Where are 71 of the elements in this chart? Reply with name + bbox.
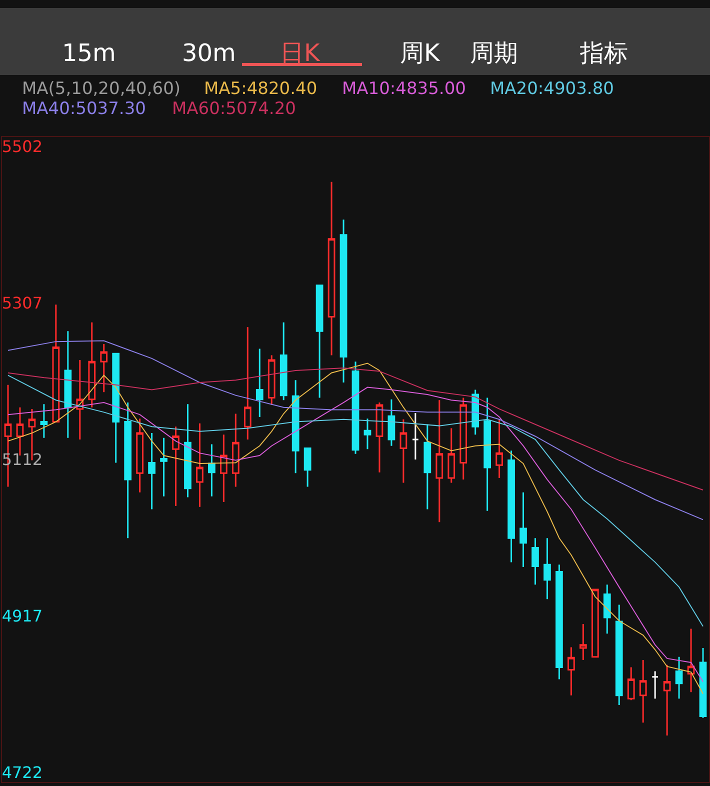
candlestick xyxy=(112,352,120,464)
candlestick xyxy=(316,284,324,398)
candlestick xyxy=(615,604,623,706)
y-tick-label: 5307 xyxy=(2,294,43,313)
candlestick xyxy=(328,181,336,356)
candlestick xyxy=(424,423,432,510)
text: MA5:4820.40 xyxy=(204,79,318,99)
candlestick xyxy=(40,403,48,439)
candlestick xyxy=(388,398,396,447)
text: MA60:5074.20 xyxy=(172,99,296,119)
candlestick xyxy=(136,418,144,494)
candlestick xyxy=(220,434,228,503)
candlestick xyxy=(568,646,575,696)
candlestick xyxy=(400,418,408,484)
candlestick xyxy=(579,623,587,661)
candlestick xyxy=(627,666,635,701)
text: 周K xyxy=(400,39,441,67)
text: 指标 xyxy=(579,39,628,67)
candlestick xyxy=(100,343,108,393)
candlestick xyxy=(172,426,180,507)
legend-title: MA(5,10,20,40,60) xyxy=(22,79,181,99)
candlestick xyxy=(591,588,599,658)
candlestick xyxy=(160,437,168,498)
candlestick xyxy=(436,399,444,523)
candlestick xyxy=(64,330,72,439)
candlestick xyxy=(364,418,372,450)
candlestick xyxy=(651,670,659,700)
candlestick xyxy=(280,322,288,401)
candlestick xyxy=(304,448,312,488)
candlestick xyxy=(88,322,96,408)
candlestick xyxy=(232,413,240,488)
candlestick xyxy=(268,354,276,406)
text: MA40:5037.30 xyxy=(22,99,146,119)
candlestick xyxy=(208,444,216,498)
y-tick-label: 4722 xyxy=(2,762,43,782)
y-tick-label: 5502 xyxy=(2,137,43,156)
candlestick xyxy=(484,396,491,512)
candlestick xyxy=(556,564,563,680)
candlestick xyxy=(544,537,551,600)
text: 15m xyxy=(62,39,116,67)
candlestick xyxy=(687,628,695,693)
candlestick xyxy=(460,396,468,480)
candlestick xyxy=(496,418,503,479)
candlestick xyxy=(663,664,671,736)
candlestick xyxy=(52,304,60,423)
candlestick xyxy=(352,360,360,455)
candlestick xyxy=(532,537,539,586)
candlestick xyxy=(376,402,384,474)
candlestick xyxy=(76,359,84,440)
candlestick xyxy=(292,379,300,474)
candlestick xyxy=(148,432,156,510)
text: MA20:4903.80 xyxy=(490,79,614,99)
candlestick xyxy=(448,427,456,484)
candlestick xyxy=(412,412,420,460)
candlestick xyxy=(256,348,264,418)
candlestick xyxy=(244,326,252,440)
text: 30m xyxy=(182,39,236,67)
candlestick xyxy=(124,402,132,539)
candlestick xyxy=(508,450,515,563)
candlestick xyxy=(340,218,348,384)
y-tick-label: 4917 xyxy=(2,606,43,626)
candlestick xyxy=(520,492,527,568)
candlestick xyxy=(675,656,683,700)
candlestick xyxy=(699,647,707,719)
candlestick xyxy=(196,422,204,508)
candlestick xyxy=(603,584,611,634)
text: MA10:4835.00 xyxy=(342,79,466,99)
candlestick xyxy=(639,659,647,724)
text: 周期 xyxy=(470,39,518,67)
text: 日K xyxy=(280,39,321,67)
candlestick xyxy=(184,403,192,498)
